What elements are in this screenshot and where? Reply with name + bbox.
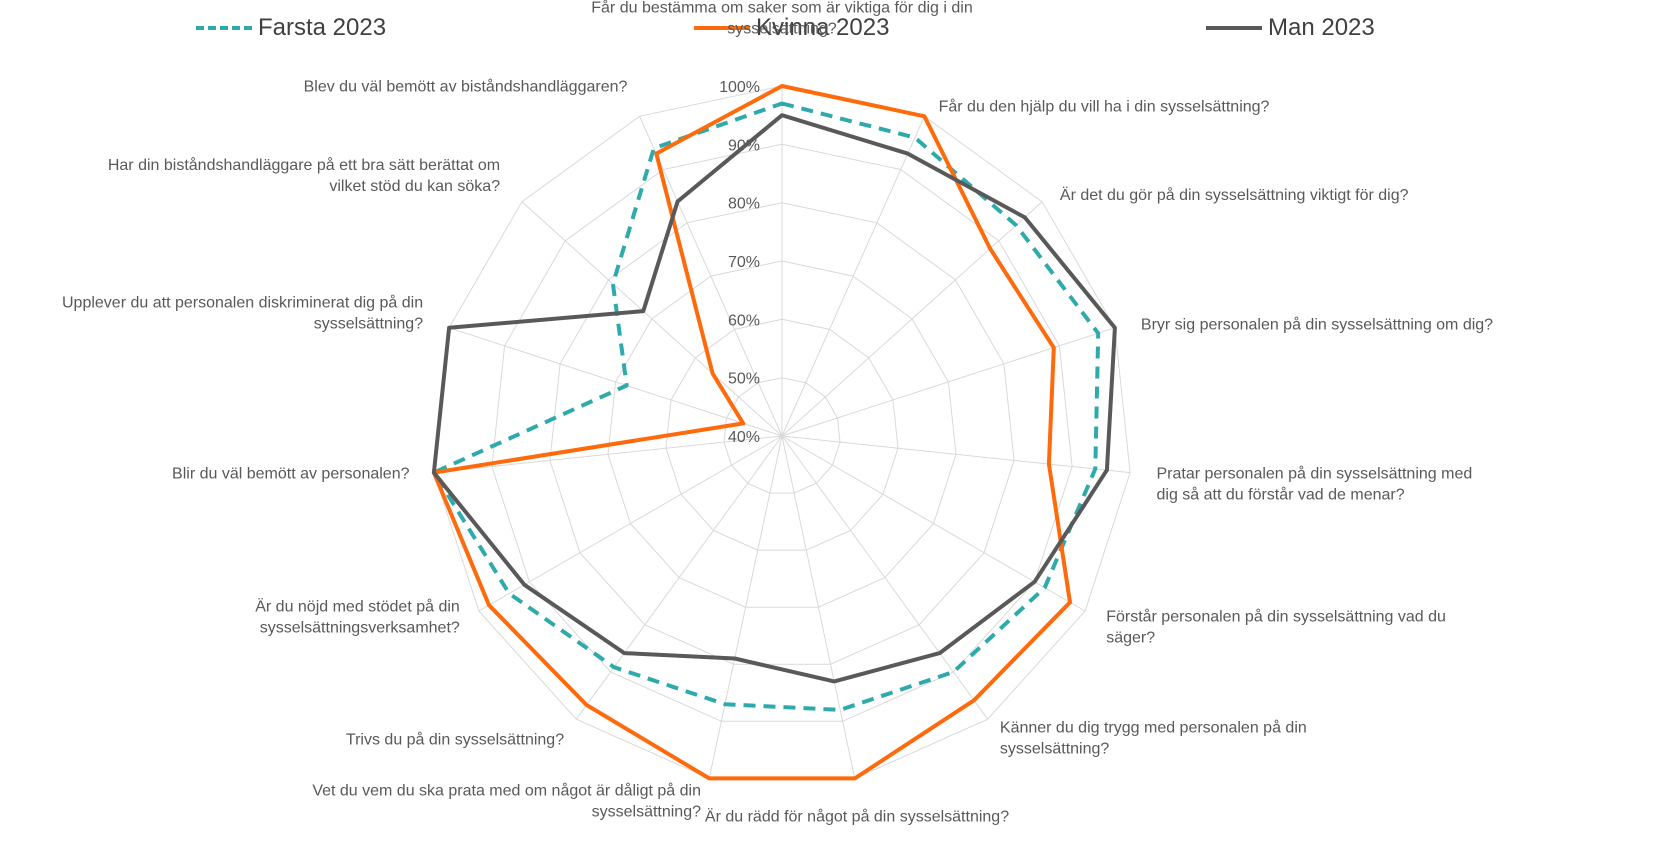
grid-spoke	[448, 327, 783, 437]
category-label-line: Förstår personalen på din sysselsättning…	[1106, 607, 1446, 625]
legend-swatch-man	[1206, 26, 1262, 30]
category-label: Pratar personalen på din sysselsättning …	[1157, 465, 1473, 504]
category-label-line: säger?	[1106, 629, 1155, 646]
category-label-line: Trivs du på din sysselsättning?	[346, 731, 564, 749]
grid-spoke	[521, 201, 783, 437]
grid-spoke	[781, 435, 1086, 612]
legend-item-kvinna: Kvinna 2023	[694, 8, 889, 48]
category-label-line: sysselsättning?	[727, 21, 836, 38]
grid-spoke	[478, 435, 783, 612]
category-label: Förstår personalen på din sysselsättning…	[1106, 607, 1446, 646]
category-label: Är du nöjd med stödet på din sysselsättni…	[255, 597, 460, 636]
grid-ring	[549, 202, 1015, 665]
category-label-line: Känner du dig trygg med personalen på di…	[1000, 719, 1307, 737]
grid-spoke	[781, 435, 856, 779]
radial-tick-label: 90%	[728, 137, 760, 154]
category-label-line: Är det du gör på din sysselsättning vikt…	[1060, 186, 1409, 204]
legend-item-farsta: Farsta 2023	[196, 8, 386, 48]
category-label-line: Är du nöjd med stödet på din	[255, 597, 460, 615]
category-label-line: sysselsättning?	[592, 804, 701, 821]
grid-spoke	[781, 435, 1131, 474]
grid-spoke	[708, 435, 783, 779]
legend-item-man: Man 2023	[1206, 8, 1375, 48]
grid-spoke	[781, 116, 925, 437]
category-label: Upplever du att personalen diskriminerat…	[62, 294, 423, 333]
category-label-line: Blir du väl bemött av personalen?	[172, 466, 410, 483]
legend-label-man: Man 2023	[1268, 14, 1375, 41]
category-label: Trivs du på din sysselsättning?	[346, 731, 564, 749]
radial-tick-label: 60%	[728, 312, 760, 329]
series-line-farsta	[431, 101, 1101, 712]
category-label-line: sysselsättningsverksamhet?	[260, 619, 460, 636]
legend-label-farsta: Farsta 2023	[258, 14, 387, 41]
grid-spoke	[433, 435, 783, 474]
category-label-line: sysselsättning?	[1000, 741, 1109, 758]
category-label: Får du den hjälp du vill ha i din syssel…	[939, 98, 1270, 116]
radial-tick-label: 50%	[728, 371, 760, 388]
radial-tick-label: 40%	[728, 429, 760, 446]
grid-ring	[491, 143, 1073, 722]
radial-tick-label: 70%	[728, 254, 760, 271]
category-label: Har din biståndshandläggare på ett bra s…	[108, 156, 500, 195]
category-label: Får du bestämma om saker som är viktiga …	[591, 0, 972, 38]
category-label-line: Vet du vem du ska prata med om något är …	[312, 782, 701, 800]
grid-ring	[665, 318, 899, 551]
grid-spoke	[639, 116, 783, 437]
grid-spoke	[781, 327, 1116, 437]
category-label-line: Pratar personalen på din sysselsättning …	[1157, 465, 1473, 483]
category-label-line: vilket stöd du kan söka?	[329, 178, 500, 195]
grid-spoke	[575, 435, 783, 720]
category-label: Är du rädd för något på din sysselsättni…	[705, 808, 1009, 826]
series-line-man	[431, 113, 1117, 684]
category-label: Vet du vem du ska prata med om något är …	[312, 782, 701, 821]
category-label-line: dig så att du förstår vad de menar?	[1157, 486, 1405, 504]
category-label-line: Bryr sig personalen på din sysselsättnin…	[1141, 316, 1493, 334]
category-label-line: Är du rädd för något på din sysselsättni…	[705, 808, 1009, 826]
category-label: Bryr sig personalen på din sysselsättnin…	[1141, 316, 1493, 334]
series-line-kvinna	[431, 84, 1072, 781]
category-label-line: Har din biståndshandläggare på ett bra s…	[108, 156, 500, 174]
radial-tick-label: 100%	[719, 79, 760, 96]
category-label-line: Får du bestämma om saker som är viktiga …	[591, 0, 972, 17]
category-label-line: Får du den hjälp du vill ha i din syssel…	[939, 98, 1270, 116]
category-label: Känner du dig trygg med personalen på di…	[1000, 719, 1307, 758]
category-label-line: Blev du väl bemött av biståndshandläggar…	[304, 78, 628, 96]
legend-label-kvinna: Kvinna 2023	[756, 14, 890, 41]
category-label-line: sysselsättning?	[314, 316, 423, 333]
legend-swatch-kvinna	[694, 26, 750, 30]
grid-spoke	[781, 435, 989, 720]
radial-tick-label: 80%	[728, 196, 760, 213]
category-label: Blev du väl bemött av biståndshandläggar…	[304, 78, 628, 96]
grid-ring	[607, 260, 957, 608]
category-label: Blir du väl bemött av personalen?	[172, 466, 410, 483]
grid-spoke	[781, 201, 1043, 437]
category-label: Är det du gör på din sysselsättning vikt…	[1060, 186, 1409, 204]
legend-swatch-farsta	[196, 26, 252, 30]
category-label-line: Upplever du att personalen diskriminerat…	[62, 294, 423, 312]
